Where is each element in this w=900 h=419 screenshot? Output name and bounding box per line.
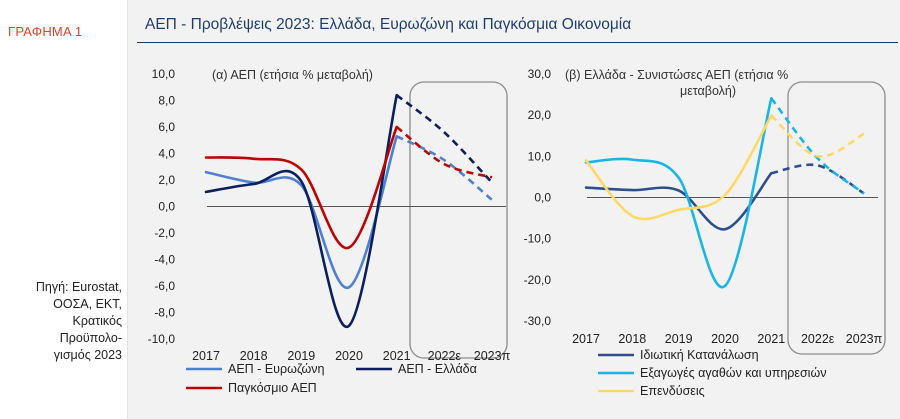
series-line-forecast — [771, 163, 865, 195]
y-tick-label: 20,0 — [528, 108, 552, 122]
chart-title: (α) ΑΕΠ (ετήσια % μεταβολή) — [212, 68, 373, 82]
legend-label: Παγκόσμιο ΑΕΠ — [228, 381, 317, 395]
x-tick-label: 2023π — [474, 349, 511, 363]
y-tick-label: 0,0 — [534, 191, 551, 205]
y-tick-label: 8,0 — [158, 94, 175, 108]
legend-label: ΑΕΠ - Ελλάδα — [398, 362, 477, 376]
y-tick-label: 10,0 — [152, 67, 176, 81]
source-line: ΟΟΣΑ, ΕΚΤ, — [53, 297, 122, 311]
x-tick-label: 2020 — [335, 349, 363, 363]
main-panel: ΑΕΠ - Προβλέψεις 2023: Ελλάδα, Ευρωζώνη … — [128, 0, 900, 419]
series-line-forecast — [395, 125, 493, 179]
legend-label: ΑΕΠ - Ευρωζώνη — [228, 362, 325, 376]
forecast-box — [409, 81, 508, 359]
source-line: γισμός 2023 — [53, 348, 122, 362]
y-tick-label: 6,0 — [158, 120, 175, 134]
x-tick-label: 2020 — [711, 332, 739, 346]
y-tick-label: -10,0 — [524, 232, 552, 246]
series-line-forecast — [396, 135, 493, 201]
y-tick-label: 2,0 — [158, 173, 175, 187]
x-tick-label: 2022ε — [428, 349, 462, 363]
x-tick-label: 2022ε — [801, 332, 835, 346]
forecast-box — [787, 81, 886, 355]
series-line-actual — [584, 114, 773, 221]
y-tick-label: -6,0 — [154, 279, 175, 293]
y-tick-label: -30,0 — [524, 314, 552, 328]
legend-label: Επενδύσεις — [640, 384, 705, 398]
x-tick-label: 2021 — [757, 332, 785, 346]
charts-canvas: 10,0 8,0 6,0 4,0 2,0 0,0 -2,0 -4,0 -6,0 -8,0 -10,0… — [148, 67, 886, 398]
x-tick-label: 2021 — [383, 349, 411, 363]
y-tick-label: 10,0 — [528, 149, 552, 163]
x-tick-label: 2017 — [572, 332, 600, 346]
series-line-actual — [204, 125, 398, 249]
series-line-actual — [584, 171, 773, 231]
x-tick-label: 2017 — [192, 349, 220, 363]
y-tick-label: -10,0 — [148, 332, 176, 346]
series-line-actual — [584, 97, 773, 289]
title-rule — [137, 42, 898, 43]
sidebar: ΓΡΑΦΗΜΑ 1 Πηγή: Eurostat, ΟΟΣΑ, ΕΚΤ, Κρα… — [0, 0, 128, 419]
legend-label: Εξαγωγές αγαθών και υπηρεσιών — [640, 366, 826, 380]
series-line-forecast — [770, 114, 865, 158]
x-tick-label: 2019 — [665, 332, 693, 346]
y-tick-label: -8,0 — [154, 306, 175, 320]
page-title: ΑΕΠ - Προβλέψεις 2023: Ελλάδα, Ευρωζώνη … — [145, 16, 632, 33]
series-line-forecast — [395, 94, 493, 184]
source-line: Πηγή: Eurostat, — [35, 280, 122, 294]
legend-label: Ιδιωτική Κατανάλωση — [640, 348, 759, 362]
series-line-forecast — [770, 97, 865, 195]
y-tick-label: -2,0 — [154, 226, 175, 240]
x-tick-label: 2023π — [846, 332, 883, 346]
y-tick-label: -20,0 — [524, 273, 552, 287]
series-line-actual — [204, 93, 398, 328]
source-line: Κρατικός — [72, 314, 122, 328]
y-tick-label: 0,0 — [158, 200, 175, 214]
chart-title-line: (β) Ελλάδα - Συνιστώσες ΑΕΠ (ετήσια % — [565, 68, 788, 82]
x-tick-label: 2018 — [240, 349, 268, 363]
y-tick-label: 4,0 — [158, 147, 175, 161]
x-tick-label: 2018 — [618, 332, 646, 346]
chart-title-line: μεταβολή) — [680, 84, 736, 98]
graph-label: ΓΡΑΦΗΜΑ 1 — [8, 24, 83, 39]
y-tick-label: -4,0 — [154, 253, 175, 267]
y-tick-label: 30,0 — [528, 67, 552, 81]
source-line: Προϋπολο- — [59, 331, 122, 345]
x-tick-label: 2019 — [287, 349, 315, 363]
source-note: Πηγή: Eurostat, ΟΟΣΑ, ΕΚΤ, Κρατικός Προϋ… — [0, 279, 122, 364]
